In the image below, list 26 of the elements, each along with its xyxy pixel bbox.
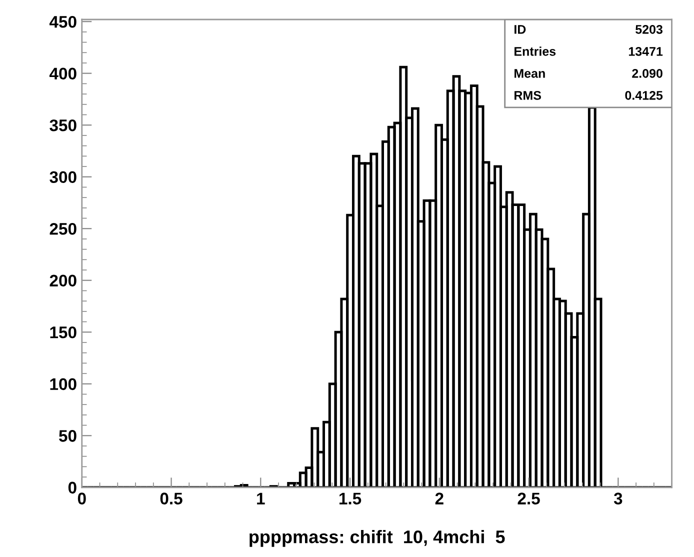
y-tick-label: 150 <box>50 326 76 338</box>
x-tick-label: 0.5 <box>160 492 182 504</box>
annotation: Entries <box>514 46 556 56</box>
x-tick-label: 0 <box>78 492 86 504</box>
x-tick-label: 1.5 <box>339 492 362 504</box>
y-tick-label: 450 <box>49 16 76 28</box>
y-tick-label: 350 <box>50 119 76 132</box>
annotation: 2.090 <box>632 68 662 78</box>
y-tick-label: 100 <box>50 378 76 390</box>
y-tick-label: 400 <box>49 68 76 80</box>
x-axis-title: ppppmass: chifit 10, 4mchi 5 <box>250 530 505 547</box>
annotation: Mean <box>514 69 545 78</box>
x-tick-label: 2 <box>435 492 444 504</box>
x-tick-label: 3 <box>614 492 622 504</box>
x-tick-label: 1 <box>257 492 265 504</box>
x-tick-label: 2.5 <box>518 492 540 504</box>
annotation: 0.4125 <box>625 90 663 100</box>
annotation: ID <box>514 25 526 34</box>
annotation: 13471 <box>628 46 663 56</box>
y-tick-label: 250 <box>50 222 76 235</box>
annotation: RMS <box>514 90 541 100</box>
y-tick-label: 300 <box>50 171 76 184</box>
y-tick-label: 0 <box>68 482 76 494</box>
y-tick-label: 200 <box>50 274 76 287</box>
annotation: 5203 <box>636 24 662 34</box>
y-tick-label: 50 <box>59 430 76 442</box>
